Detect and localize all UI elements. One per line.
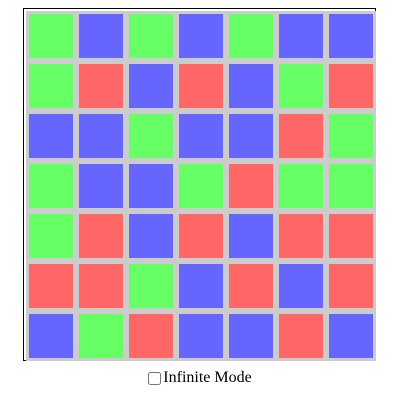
tile-green[interactable] bbox=[126, 11, 176, 61]
tile-green[interactable] bbox=[26, 211, 76, 261]
tile-green[interactable] bbox=[126, 261, 176, 311]
tile-red[interactable] bbox=[26, 261, 76, 311]
infinite-mode-toggle[interactable]: Infinite Mode bbox=[148, 368, 252, 388]
tile-blue[interactable] bbox=[326, 311, 376, 361]
tile-green[interactable] bbox=[126, 111, 176, 161]
tile-green[interactable] bbox=[326, 161, 376, 211]
tile-red[interactable] bbox=[226, 261, 276, 311]
tile-blue[interactable] bbox=[26, 311, 76, 361]
tile-red[interactable] bbox=[176, 61, 226, 111]
tile-green[interactable] bbox=[26, 161, 76, 211]
tile-red[interactable] bbox=[326, 211, 376, 261]
tile-blue[interactable] bbox=[226, 311, 276, 361]
tile-blue[interactable] bbox=[176, 111, 226, 161]
footer-controls: Infinite Mode bbox=[0, 368, 400, 391]
tile-red[interactable] bbox=[276, 111, 326, 161]
tile-blue[interactable] bbox=[176, 261, 226, 311]
tile-red[interactable] bbox=[76, 211, 126, 261]
tile-red[interactable] bbox=[326, 61, 376, 111]
tile-blue[interactable] bbox=[126, 161, 176, 211]
tile-green[interactable] bbox=[276, 161, 326, 211]
tile-blue[interactable] bbox=[126, 61, 176, 111]
tile-grid bbox=[26, 11, 376, 361]
tile-red[interactable] bbox=[76, 261, 126, 311]
tile-green[interactable] bbox=[26, 61, 76, 111]
tile-green[interactable] bbox=[276, 61, 326, 111]
tile-blue[interactable] bbox=[276, 261, 326, 311]
tile-blue[interactable] bbox=[76, 161, 126, 211]
tile-blue[interactable] bbox=[126, 211, 176, 261]
tile-red[interactable] bbox=[176, 211, 226, 261]
tile-blue[interactable] bbox=[176, 311, 226, 361]
tile-blue[interactable] bbox=[326, 11, 376, 61]
tile-blue[interactable] bbox=[276, 11, 326, 61]
tile-red[interactable] bbox=[326, 261, 376, 311]
tile-blue[interactable] bbox=[76, 111, 126, 161]
tile-red[interactable] bbox=[276, 311, 326, 361]
tile-blue[interactable] bbox=[26, 111, 76, 161]
tile-blue[interactable] bbox=[76, 11, 126, 61]
tile-red[interactable] bbox=[76, 61, 126, 111]
tile-red[interactable] bbox=[276, 211, 326, 261]
tile-blue[interactable] bbox=[226, 111, 276, 161]
infinite-mode-label: Infinite Mode bbox=[163, 369, 252, 386]
infinite-mode-checkbox[interactable] bbox=[148, 371, 162, 385]
tile-green[interactable] bbox=[326, 111, 376, 161]
tile-red[interactable] bbox=[226, 161, 276, 211]
tile-blue[interactable] bbox=[226, 61, 276, 111]
tile-blue[interactable] bbox=[226, 211, 276, 261]
game-board bbox=[23, 8, 376, 361]
tile-blue[interactable] bbox=[176, 11, 226, 61]
tile-green[interactable] bbox=[226, 11, 276, 61]
tile-green[interactable] bbox=[76, 311, 126, 361]
tile-green[interactable] bbox=[26, 11, 76, 61]
tile-red[interactable] bbox=[126, 311, 176, 361]
tile-green[interactable] bbox=[176, 161, 226, 211]
